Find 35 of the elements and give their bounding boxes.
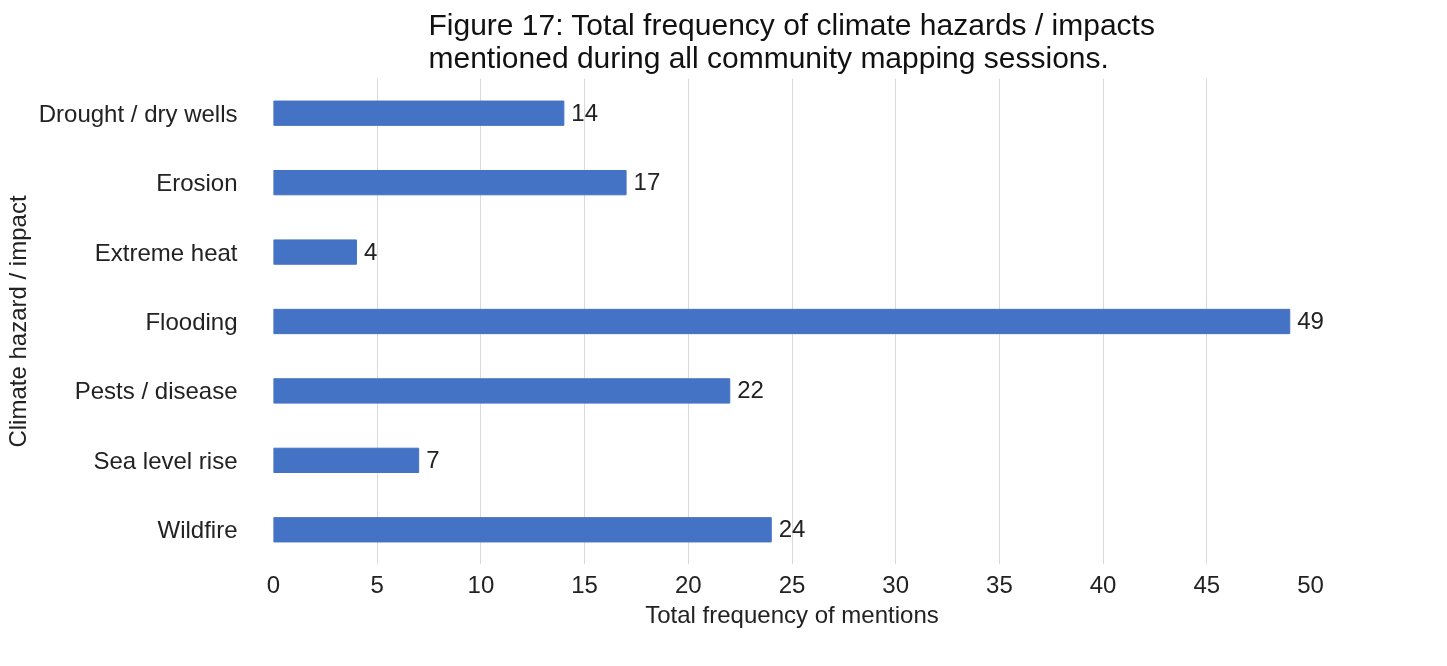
x-tick-label: 45: [1193, 570, 1221, 598]
data-label: 17: [633, 168, 661, 197]
data-label: 4: [363, 237, 378, 266]
bar: [273, 517, 772, 543]
x-tick-label: 35: [986, 570, 1013, 598]
x-tick-label: 15: [571, 570, 598, 598]
chart-title: Figure 17: Total frequency of climate hazards / impacts mentioned during all community mapping sessions.: [428, 7, 1155, 74]
x-tick-label: 10: [467, 570, 495, 598]
bar: [273, 100, 565, 126]
x-tick-label: 5: [370, 570, 384, 598]
y-tick-label: Drought / dry wells: [38, 99, 238, 127]
x-tick-label: 30: [882, 570, 910, 598]
y-tick-label: Sea level rise: [93, 446, 238, 474]
y-tick-label: Erosion: [156, 169, 238, 197]
data-label: 22: [737, 376, 764, 405]
y-tick-label: Wildfire: [157, 516, 238, 544]
x-tick-label: 0: [266, 570, 281, 598]
x-axis-title: Total frequency of mentions: [645, 600, 939, 628]
data-label: 14: [571, 98, 599, 127]
bar: [273, 378, 731, 404]
y-tick-label: Pests / disease: [74, 377, 238, 405]
bar: [273, 447, 420, 474]
bar: [273, 239, 357, 265]
x-tick-label: 50: [1297, 570, 1324, 598]
x-tick-label: 40: [1089, 570, 1117, 598]
x-tick-label: 20: [674, 570, 702, 598]
data-label: 24: [778, 515, 806, 544]
y-axis-title: Climate hazard / impact: [3, 195, 31, 448]
x-tick-label: 25: [778, 570, 806, 598]
bar: [273, 169, 627, 196]
bar: [273, 308, 1291, 335]
y-tick-label: Flooding: [145, 308, 238, 335]
data-label: 7: [426, 445, 440, 474]
y-tick-label: Extreme heat: [94, 238, 238, 266]
data-label: 49: [1297, 307, 1324, 335]
